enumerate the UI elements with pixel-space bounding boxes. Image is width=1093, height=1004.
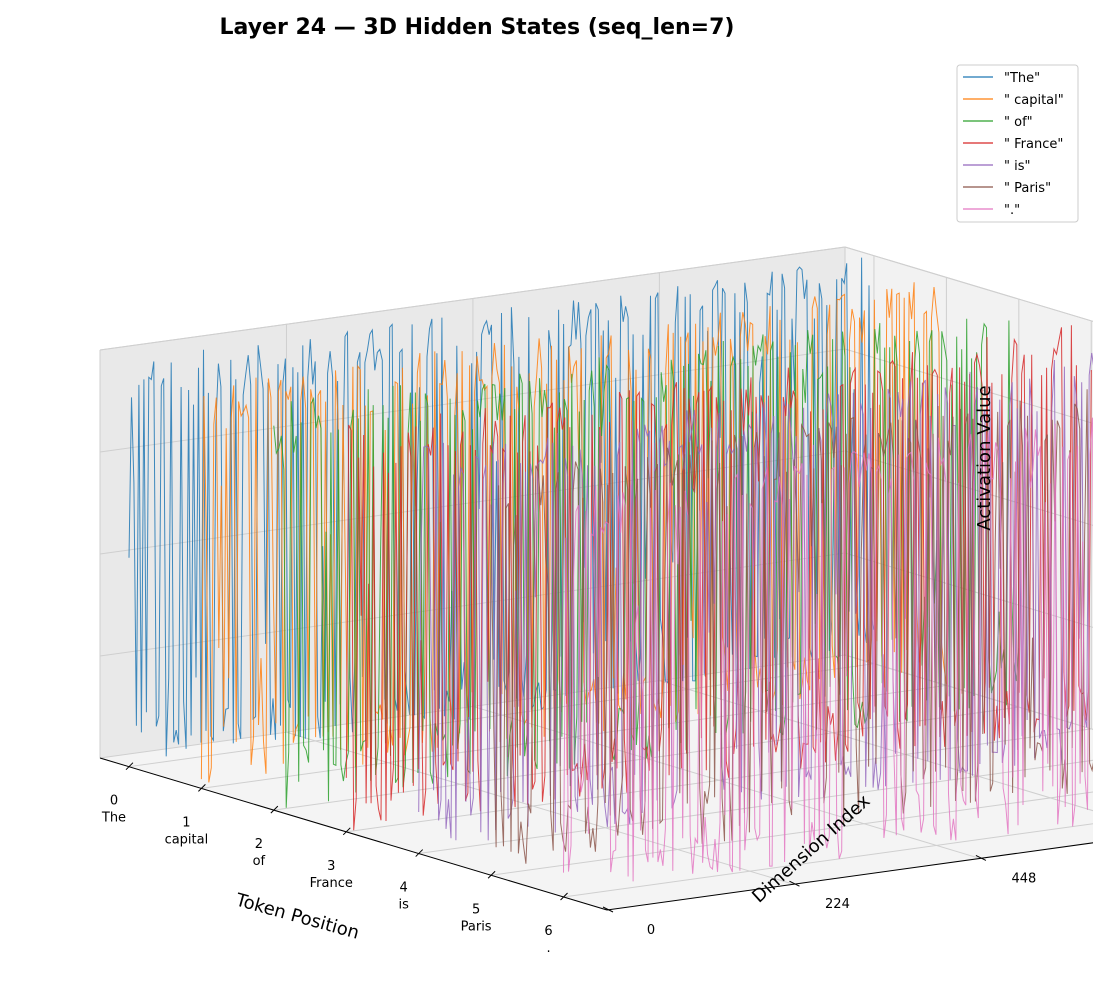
axes: 0 The 1 capital 2 of 3 France 4 is 5 Paris 6. 0 224 448… [99,757,1093,956]
y-tick-mark [975,854,987,861]
x-tick-token: of [253,854,266,869]
y-tick-label: 448 [1012,871,1037,886]
x-tick-mark [125,762,134,771]
grid-line [844,246,1093,322]
legend-label: " of" [1004,115,1033,130]
series-line [563,417,1093,882]
legend-label: " capital" [1004,93,1064,108]
y-tick-label: 224 [825,897,850,912]
legend-frame [956,64,1079,223]
x-tick-token: The [101,811,126,826]
x-tick-token: France [310,876,353,891]
x-tick-mark [198,784,206,792]
y-tick-mark [602,906,614,913]
y-tick-label: 0 [647,923,655,938]
x-tick-label: 3 [327,859,335,874]
y-tick-mark [789,880,800,887]
legend-label: " Paris" [1004,181,1051,196]
x-axis-line [99,757,608,911]
x-axis-label: Token Position [232,889,361,943]
x-tick-label: 5 [472,902,480,917]
x-tick-token: capital [165,832,209,847]
legend-label: "The" [1004,71,1040,86]
chart-title: Layer 24 — 3D Hidden States (seq_len=7) [220,15,735,40]
x-tick-mark [342,827,351,836]
z-axis-label: Activation Value [974,385,995,530]
x-tick-label: 2 [255,837,263,852]
x-tick-mark [487,870,496,879]
legend: "The" " capital" " of" " France" " is" " Pari… [956,64,1079,223]
legend-label: " is" [1004,159,1030,174]
legend-label: " France" [1004,137,1063,152]
x-tick-token: Paris [461,919,492,934]
x-tick-label: 4 [400,881,408,896]
x-tick-label: 6 [544,924,552,939]
x-tick-mark [415,849,424,857]
x-tick-token: is [398,898,409,913]
x-tick-label: 1 [182,815,190,830]
x-tick-label: 0 [110,794,118,809]
series-group [128,257,1093,882]
y-axis-line [606,842,1093,911]
grid-line [99,246,846,351]
series-line [418,352,1093,841]
x-tick-mark [270,805,279,814]
series-6 [563,417,1093,882]
x-tick-mark [560,892,568,901]
legend-label: "." [1004,203,1020,218]
series-4 [418,352,1093,841]
x-tick-token: . [546,941,550,956]
